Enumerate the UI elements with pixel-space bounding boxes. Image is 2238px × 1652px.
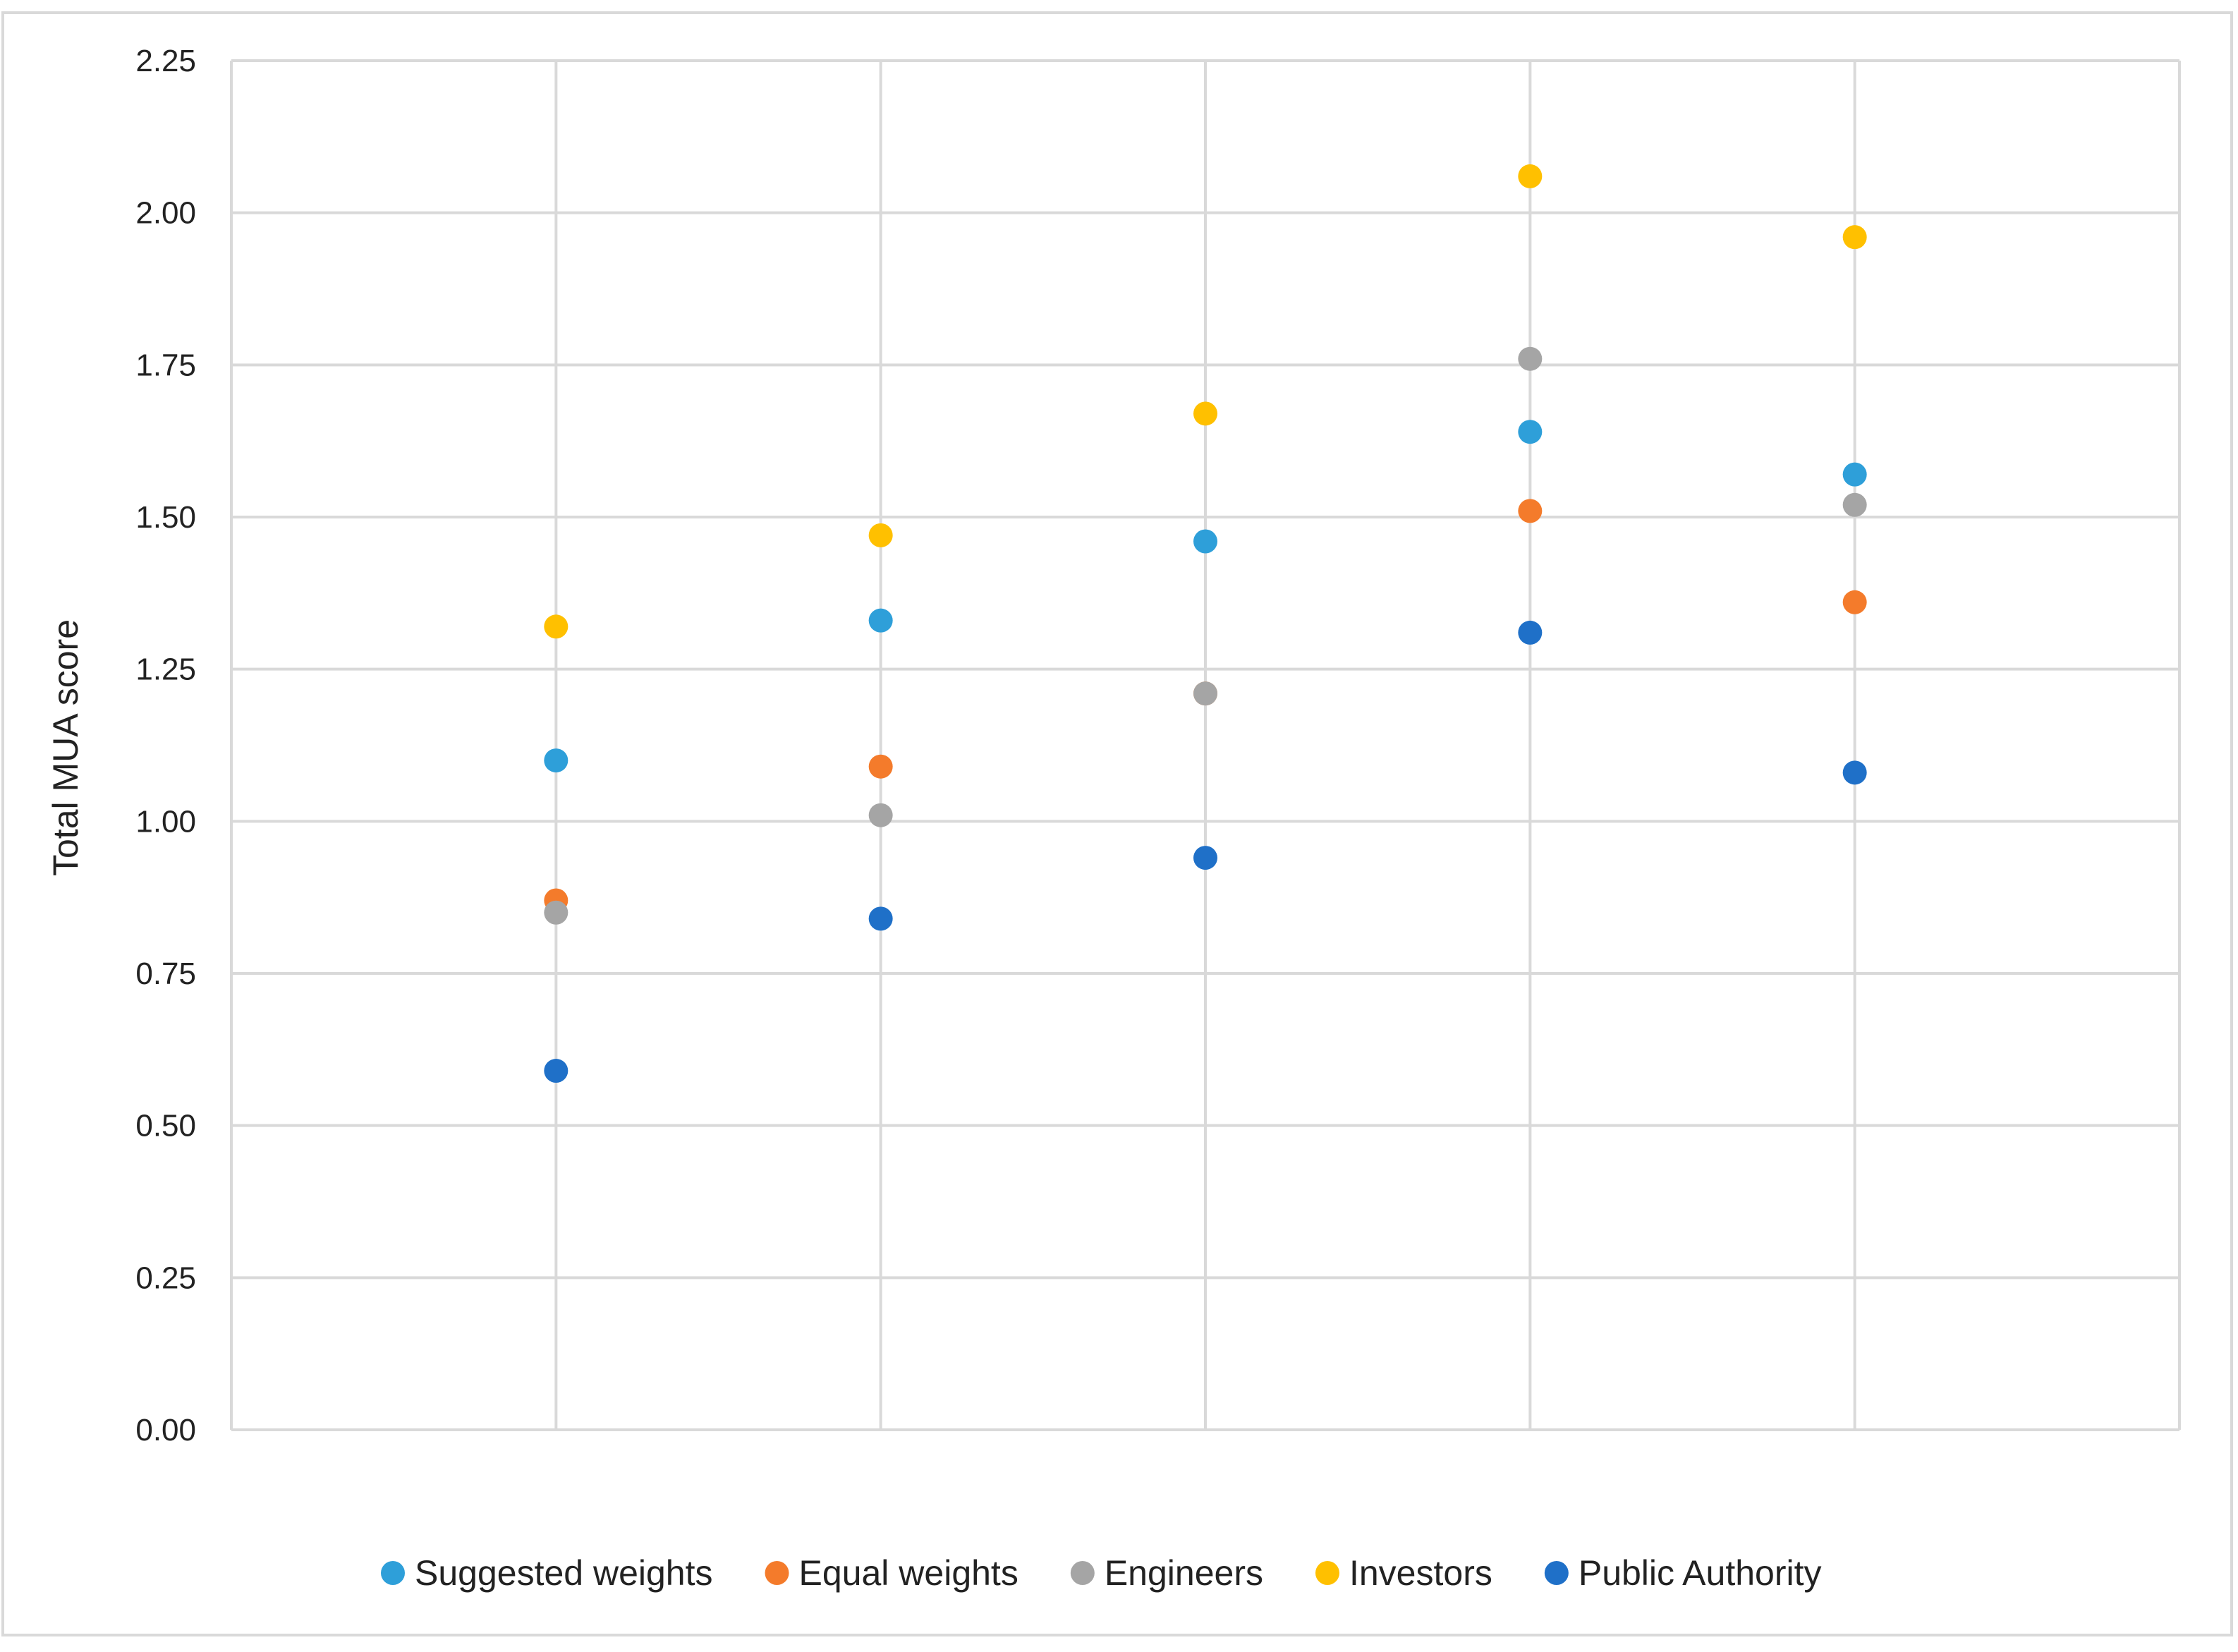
legend-label: Suggested weights — [415, 1553, 713, 1593]
y-tick-label: 1.75 — [135, 348, 196, 382]
legend-label: Public Authority — [1579, 1553, 1822, 1593]
legend: Suggested weights Equal weights Engineers I… — [381, 1553, 1821, 1593]
data-point — [1518, 164, 1543, 188]
data-point — [1518, 620, 1543, 645]
legend-label: Equal weights — [799, 1553, 1018, 1593]
data-point — [868, 523, 893, 547]
legend-item: Investors — [1315, 1553, 1492, 1593]
legend-label: Investors — [1349, 1553, 1492, 1593]
data-point — [1193, 846, 1217, 870]
legend-label: Engineers — [1105, 1553, 1263, 1593]
y-tick-label: 0.75 — [135, 956, 196, 991]
legend-item: Equal weights — [765, 1553, 1018, 1593]
legend-marker — [765, 1561, 789, 1585]
data-point — [868, 803, 893, 827]
chart-outer-border — [1, 11, 2233, 1636]
data-point — [868, 754, 893, 779]
data-point — [1193, 529, 1217, 554]
data-point — [1842, 492, 1867, 517]
y-axis-ticks: 0.00 0.25 0.50 0.75 1.00 1.25 1.50 1.75 2.00 2.25 — [135, 44, 196, 1447]
series-investors — [544, 164, 1867, 639]
series-public-authority — [544, 620, 1867, 1083]
data-point — [1193, 681, 1217, 706]
series-suggested-weights — [544, 420, 1867, 773]
data-point — [544, 900, 568, 925]
y-tick-label: 0.00 — [135, 1413, 196, 1447]
gridlines — [230, 59, 2181, 1431]
legend-item: Public Authority — [1544, 1553, 1822, 1593]
y-tick-label: 2.00 — [135, 196, 196, 231]
data-point — [1193, 401, 1217, 426]
data-point — [1842, 462, 1867, 487]
series-engineers — [544, 346, 1867, 925]
data-point — [868, 608, 893, 633]
data-point — [1842, 590, 1867, 614]
data-point — [1518, 499, 1543, 523]
y-tick-label: 0.25 — [135, 1261, 196, 1295]
data-point — [1518, 420, 1543, 444]
data-point — [544, 614, 568, 639]
data-point — [1518, 346, 1543, 371]
y-tick-label: 1.25 — [135, 652, 196, 687]
data-point — [544, 1059, 568, 1083]
y-tick-label: 0.50 — [135, 1109, 196, 1143]
legend-marker — [1070, 1561, 1095, 1585]
legend-item: Suggested weights — [381, 1553, 713, 1593]
y-tick-label: 2.25 — [135, 44, 196, 78]
data-point — [868, 906, 893, 931]
y-tick-label: 1.50 — [135, 500, 196, 535]
data-point — [544, 748, 568, 773]
data-point — [1842, 225, 1867, 250]
data-points — [544, 164, 1867, 1083]
y-axis-label: Total MUA score — [46, 619, 85, 876]
legend-marker — [1544, 1561, 1569, 1585]
legend-marker — [381, 1561, 405, 1585]
data-point — [1842, 760, 1867, 785]
legend-item: Engineers — [1070, 1553, 1263, 1593]
legend-marker — [1315, 1561, 1339, 1585]
y-tick-label: 1.00 — [135, 804, 196, 839]
